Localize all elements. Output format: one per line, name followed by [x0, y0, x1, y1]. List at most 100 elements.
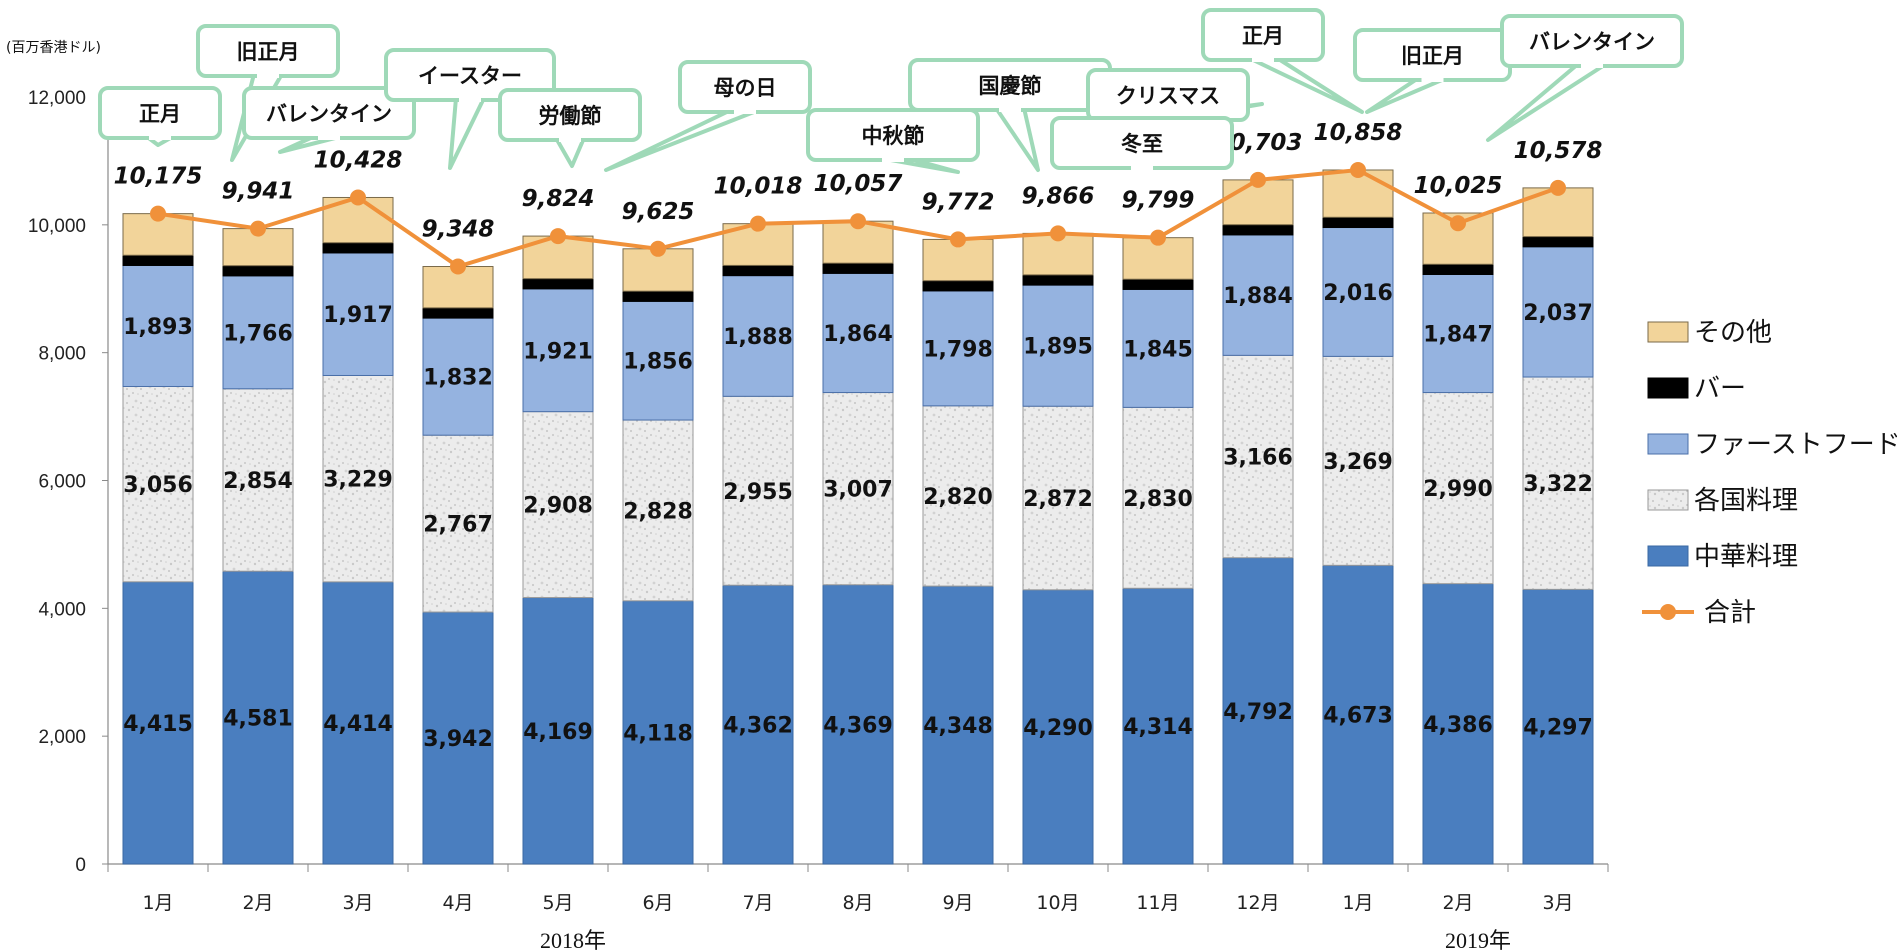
segment-value-label: 3,942 — [423, 727, 493, 752]
bar-segment-bar — [1022, 274, 1094, 286]
segment-value-label: 2,955 — [723, 480, 793, 505]
y-tick-label: 4,000 — [38, 599, 86, 620]
total-value-label: 10,018 — [714, 174, 803, 200]
segment-value-label: 3,269 — [1323, 450, 1393, 475]
segment-value-label: 1,895 — [1023, 335, 1093, 360]
x-tick-label: 2月 — [242, 892, 273, 914]
total-value-label: 9,866 — [1022, 183, 1095, 209]
segment-value-label: 3,056 — [123, 473, 193, 498]
bar-segment-international — [322, 374, 394, 583]
x-tick-label: 12月 — [1236, 892, 1279, 914]
total-point — [550, 228, 566, 245]
segment-value-label: 2,016 — [1323, 281, 1393, 306]
segment-value-label: 1,847 — [1423, 323, 1493, 348]
bar-segment-fastfood — [1022, 284, 1094, 407]
callout-tail — [554, 136, 586, 168]
callout-text: 冬至 — [1121, 132, 1163, 156]
segment-value-label: 4,414 — [323, 712, 393, 737]
legend-label: ファーストフード — [1694, 430, 1897, 460]
bar-segment-bar — [422, 307, 494, 319]
callout-seam — [1421, 74, 1444, 82]
bar-segment-fastfood — [1122, 288, 1194, 408]
segment-value-label: 4,386 — [1423, 713, 1493, 738]
total-point — [450, 258, 466, 275]
callout-text: 旧正月 — [237, 40, 300, 64]
callout-seam — [559, 134, 581, 142]
bar-segment-bar — [322, 242, 394, 254]
segment-value-label: 1,921 — [523, 339, 593, 364]
bar-segment-international — [222, 388, 294, 572]
bar-segment-fastfood — [1222, 234, 1294, 356]
year-label-2018: 2018年 — [540, 928, 606, 952]
legend-entry: 中華料理 — [1647, 542, 1798, 572]
y-tick-label: 8,000 — [38, 344, 86, 365]
callout-seam — [1252, 54, 1274, 62]
segment-value-label: 4,369 — [823, 713, 893, 738]
callout-seam — [149, 132, 171, 140]
legend-label: 各国料理 — [1694, 486, 1798, 516]
bar-segment-international — [522, 411, 594, 599]
x-tick-label: 8月 — [842, 892, 873, 914]
segment-value-label: 1,856 — [623, 350, 693, 375]
segment-value-label: 4,169 — [523, 720, 593, 745]
event-callout: クリスマス — [1086, 68, 1264, 122]
total-point — [1450, 215, 1466, 232]
segment-value-label: 4,792 — [1223, 700, 1293, 725]
legend-entry: バー — [1647, 374, 1746, 404]
legend-marker — [1660, 604, 1676, 620]
bar-segment-international — [622, 419, 694, 602]
bar-segment-bar — [1322, 216, 1394, 229]
callout-text: バレンタイン — [1529, 30, 1655, 54]
total-point — [1550, 179, 1566, 196]
legend-label: その他 — [1694, 318, 1772, 348]
x-tick-label: 6月 — [642, 892, 673, 914]
callout-tail — [1247, 56, 1364, 114]
segment-value-label: 3,007 — [823, 478, 893, 503]
event-callout: 正月 — [98, 86, 222, 147]
callout-seam — [1581, 60, 1603, 68]
total-point — [1150, 229, 1166, 246]
callout-text: クリスマス — [1116, 84, 1220, 108]
bar-segment-chinese — [1322, 564, 1394, 865]
year-label-2019: 2019年 — [1445, 928, 1511, 952]
callout-text: 母の日 — [714, 76, 777, 100]
y-tick-label: 6,000 — [38, 472, 86, 493]
legend-swatch — [1647, 489, 1689, 511]
bar-segment-fastfood — [222, 275, 294, 390]
y-tick-label: 2,000 — [38, 727, 86, 748]
segment-value-label: 4,362 — [723, 714, 793, 739]
event-callout: バレンタイン — [242, 86, 416, 154]
segment-value-label: 1,766 — [223, 321, 293, 346]
bar-segment-international — [1422, 392, 1494, 585]
legend-swatch — [1647, 433, 1689, 455]
total-value-label: 9,772 — [922, 189, 995, 215]
segment-value-label: 1,893 — [123, 315, 193, 340]
x-tick-label: 2月 — [1442, 892, 1473, 914]
total-point — [250, 220, 266, 237]
callout-text: 正月 — [139, 102, 181, 126]
x-tick-label: 1月 — [1342, 892, 1373, 914]
bar-segment-other — [1422, 212, 1494, 265]
legend-label: 中華料理 — [1694, 542, 1798, 572]
bar-segment-bar — [222, 265, 294, 277]
total-value-label: 9,348 — [422, 217, 495, 243]
total-point — [150, 205, 166, 222]
callout-text: 中秋節 — [862, 124, 925, 148]
total-point — [950, 231, 966, 248]
total-value-label: 10,858 — [1314, 120, 1403, 146]
bar-segment-fastfood — [822, 272, 894, 394]
x-tick-label: 1月 — [142, 892, 173, 914]
bar-segment-chinese — [522, 597, 594, 865]
event-callout: 労働節 — [498, 88, 642, 168]
callout-seam — [999, 104, 1021, 112]
segment-value-label: 1,798 — [923, 337, 993, 362]
legend-label: 合計 — [1704, 598, 1756, 628]
callout-tail — [994, 106, 1040, 172]
bar-segment-chinese — [1222, 557, 1294, 865]
bar-segment-chinese — [1522, 588, 1594, 865]
event-callout: 冬至 — [1050, 116, 1234, 170]
bar-segment-fastfood — [1422, 273, 1494, 394]
segment-value-label: 1,832 — [423, 366, 493, 391]
